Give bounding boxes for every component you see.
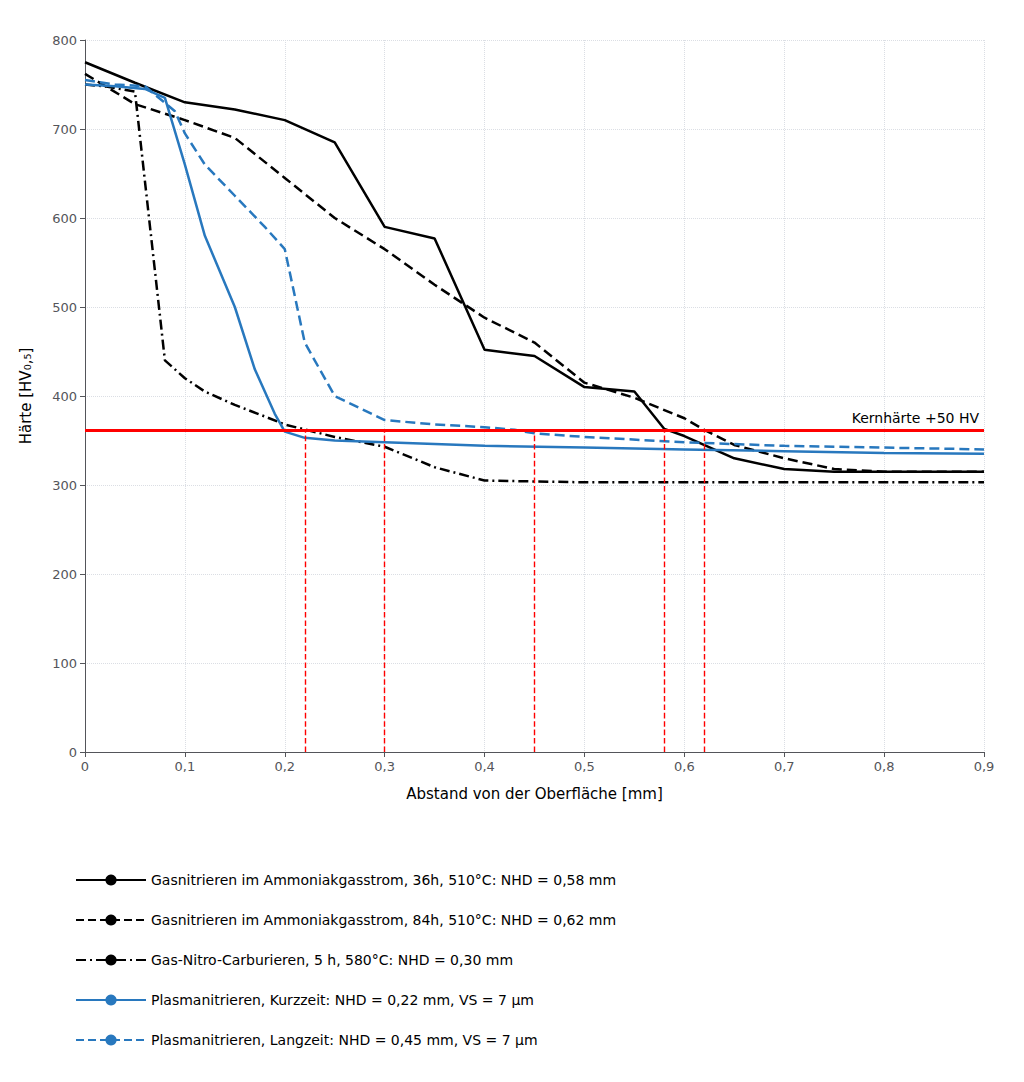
svg-text:0,9: 0,9 [974, 759, 995, 774]
svg-text:0,3: 0,3 [374, 759, 395, 774]
svg-text:100: 100 [52, 656, 77, 671]
svg-text:Plasmanitrieren, Langzeit: NHD: Plasmanitrieren, Langzeit: NHD = 0,45 mm… [151, 1032, 538, 1048]
svg-text:0,5: 0,5 [574, 759, 595, 774]
svg-text:Plasmanitrieren, Kurzzeit: NHD: Plasmanitrieren, Kurzzeit: NHD = 0,22 mm… [151, 992, 534, 1008]
svg-text:0: 0 [81, 759, 89, 774]
svg-text:800: 800 [52, 33, 77, 48]
svg-text:Gas-Nitro-Carburieren, 5 h, 58: Gas-Nitro-Carburieren, 5 h, 580°C: NHD =… [151, 952, 513, 968]
svg-text:300: 300 [52, 478, 77, 493]
svg-text:Gasnitrieren im Ammoniakgasstr: Gasnitrieren im Ammoniakgasstrom, 36h, 5… [151, 872, 616, 888]
svg-text:0,7: 0,7 [774, 759, 795, 774]
svg-text:0,6: 0,6 [674, 759, 695, 774]
svg-text:500: 500 [52, 300, 77, 315]
svg-text:600: 600 [52, 211, 77, 226]
svg-text:0: 0 [69, 745, 77, 760]
svg-text:0,1: 0,1 [175, 759, 196, 774]
svg-text:Kernhärte +50 HV: Kernhärte +50 HV [852, 410, 980, 426]
svg-text:Härte [HV₀,₅]: Härte [HV₀,₅] [17, 348, 35, 445]
svg-text:200: 200 [52, 567, 77, 582]
svg-text:0,2: 0,2 [274, 759, 295, 774]
svg-text:0,8: 0,8 [874, 759, 895, 774]
svg-text:Gasnitrieren im Ammoniakgasstr: Gasnitrieren im Ammoniakgasstrom, 84h, 5… [151, 912, 616, 928]
svg-text:700: 700 [52, 122, 77, 137]
svg-text:Abstand von der Oberfläche [mm: Abstand von der Oberfläche [mm] [406, 785, 663, 803]
svg-text:0,4: 0,4 [474, 759, 495, 774]
svg-text:400: 400 [52, 389, 77, 404]
